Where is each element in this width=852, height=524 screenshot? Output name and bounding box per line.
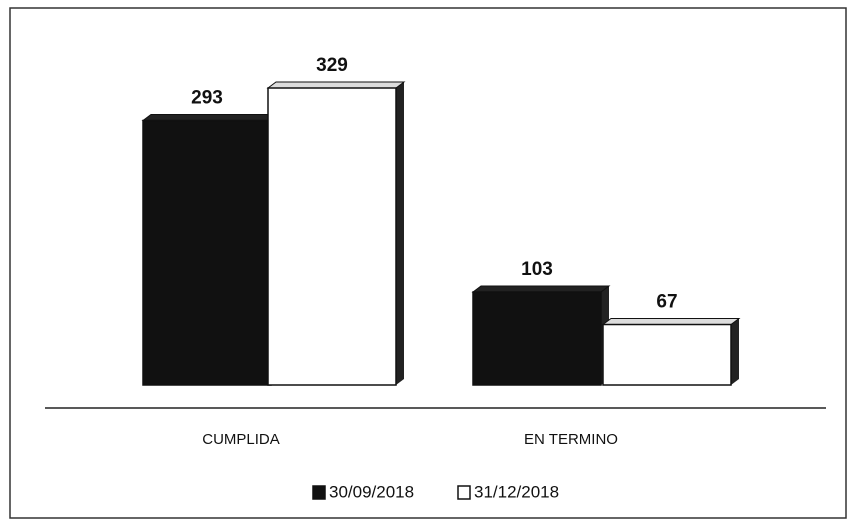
bar-top: [141, 113, 281, 121]
bar-side: [396, 82, 404, 385]
bar: [602, 323, 732, 386]
value-label: 103: [521, 259, 553, 280]
value-label: 329: [316, 55, 348, 76]
chart-frame: [9, 7, 847, 519]
bar-top: [471, 285, 611, 293]
bar: [267, 87, 397, 386]
x-tick-label: EN TERMINO: [524, 431, 618, 448]
bar-top: [266, 81, 406, 89]
legend-label: 30/09/2018: [329, 482, 414, 501]
value-label: 67: [656, 292, 677, 313]
legend-swatch: [457, 485, 471, 500]
x-tick-label: CUMPLIDA: [202, 431, 280, 448]
value-label: 293: [191, 88, 223, 109]
legend-label: 31/12/2018: [474, 482, 559, 501]
bar-top: [601, 318, 741, 326]
bar-side: [731, 318, 739, 385]
legend-swatch: [312, 485, 326, 500]
bar: [472, 291, 602, 386]
bar: [142, 119, 272, 386]
